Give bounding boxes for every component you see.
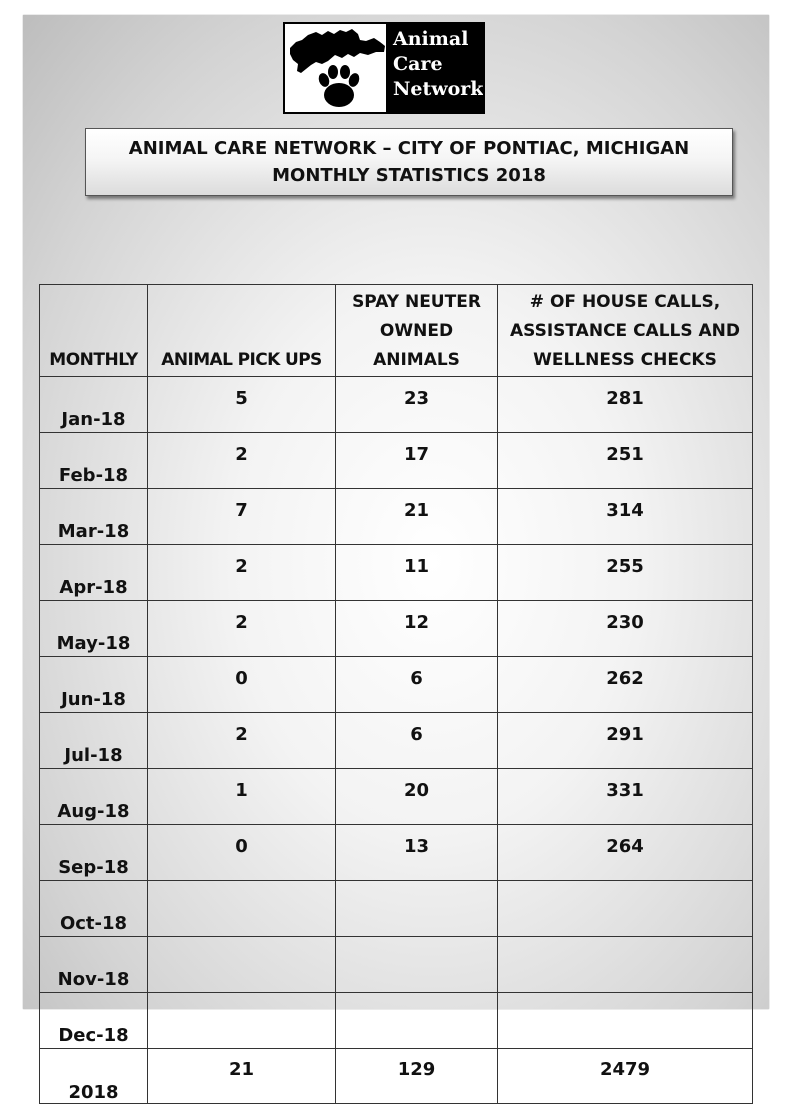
table-row: Jul-18 2 6 291 (39, 712, 753, 769)
cell-month: May-18 (39, 600, 148, 657)
cell-spay-neuter: 20 (335, 768, 498, 825)
cell-total-label: 2018 (39, 1048, 148, 1104)
cell-animal-pick-ups: 2 (147, 544, 336, 601)
table-row: Sep-18 0 13 264 (39, 824, 753, 881)
cell-animal-pick-ups (147, 880, 336, 937)
cell-house-calls (497, 880, 753, 937)
cell-house-calls (497, 992, 753, 1049)
table-row: Nov-18 (39, 936, 753, 993)
table-row: Oct-18 (39, 880, 753, 937)
cell-spay-neuter: 21 (335, 488, 498, 545)
logo-line-3: Network (393, 78, 484, 100)
cell-month: Dec-18 (39, 992, 148, 1049)
header-spay-neuter-line-1: SPAY NEUTER (352, 292, 481, 312)
cell-house-calls: 251 (497, 432, 753, 489)
cell-spay-neuter (335, 992, 498, 1049)
cell-house-calls (497, 936, 753, 993)
cell-house-calls: 291 (497, 712, 753, 769)
cell-month: Feb-18 (39, 432, 148, 489)
cell-house-calls: 264 (497, 824, 753, 881)
michigan-map-icon (290, 29, 385, 73)
cell-house-calls: 281 (497, 376, 753, 433)
cell-spay-neuter: 13 (335, 824, 498, 881)
animal-care-network-logo: Animal Care Network (283, 22, 485, 114)
cell-animal-pick-ups: 2 (147, 712, 336, 769)
cell-month: Jul-18 (39, 712, 148, 769)
header-house-calls-line-1: # OF HOUSE CALLS, (529, 292, 721, 312)
table-row: Mar-18 7 21 314 (39, 488, 753, 545)
logo-line-2: Care (393, 53, 443, 75)
cell-spay-neuter: 23 (335, 376, 498, 433)
cell-animal-pick-ups: 0 (147, 656, 336, 713)
cell-house-calls: 314 (497, 488, 753, 545)
cell-house-calls: 331 (497, 768, 753, 825)
table-row: Feb-18 2 17 251 (39, 432, 753, 489)
table-row: Dec-18 (39, 992, 753, 1049)
table-row: Aug-18 1 20 331 (39, 768, 753, 825)
cell-house-calls: 255 (497, 544, 753, 601)
cell-month: Nov-18 (39, 936, 148, 993)
cell-spay-neuter: 11 (335, 544, 498, 601)
cell-animal-pick-ups: 2 (147, 600, 336, 657)
header-spay-neuter: SPAY NEUTER OWNED ANIMALS (335, 284, 498, 377)
cell-month: Oct-18 (39, 880, 148, 937)
cell-month: Jan-18 (39, 376, 148, 433)
cell-total-spay-neuter: 129 (335, 1048, 498, 1104)
logo-line-1: Animal (393, 28, 469, 50)
paw-print-icon (318, 65, 360, 107)
cell-animal-pick-ups: 2 (147, 432, 336, 489)
cell-animal-pick-ups (147, 936, 336, 993)
table-row: May-18 2 12 230 (39, 600, 753, 657)
monthly-statistics-table: MONTHLY ANIMAL PICK UPS SPAY NEUTER OWNE… (39, 284, 753, 1104)
cell-month: Aug-18 (39, 768, 148, 825)
cell-animal-pick-ups (147, 992, 336, 1049)
table-body: Jan-18 5 23 281 Feb-18 2 17 251 Mar-18 7 21 314 Apr-… (39, 376, 753, 1104)
cell-animal-pick-ups: 1 (147, 768, 336, 825)
cell-spay-neuter: 17 (335, 432, 498, 489)
cell-total-animal-pick-ups: 21 (147, 1048, 336, 1104)
document-title: ANIMAL CARE NETWORK – CITY OF PONTIAC, M… (85, 128, 733, 196)
table-header-row: MONTHLY ANIMAL PICK UPS SPAY NEUTER OWNE… (39, 284, 753, 377)
header-animal-pick-ups: ANIMAL PICK UPS (147, 284, 336, 377)
cell-house-calls: 262 (497, 656, 753, 713)
header-spay-neuter-line-3: ANIMALS (373, 350, 460, 370)
cell-total-house-calls: 2479 (497, 1048, 753, 1104)
cell-spay-neuter: 12 (335, 600, 498, 657)
cell-animal-pick-ups: 5 (147, 376, 336, 433)
cell-month: Sep-18 (39, 824, 148, 881)
cell-month: Jun-18 (39, 656, 148, 713)
cell-month: Mar-18 (39, 488, 148, 545)
cell-spay-neuter (335, 880, 498, 937)
header-house-calls: # OF HOUSE CALLS, ASSISTANCE CALLS AND W… (497, 284, 753, 377)
cell-month: Apr-18 (39, 544, 148, 601)
table-row: Jan-18 5 23 281 (39, 376, 753, 433)
header-house-calls-line-2: ASSISTANCE CALLS AND (509, 321, 741, 341)
title-line-2: MONTHLY STATISTICS 2018 (272, 165, 546, 186)
cell-house-calls: 230 (497, 600, 753, 657)
title-line-1: ANIMAL CARE NETWORK – CITY OF PONTIAC, M… (128, 138, 690, 159)
header-spay-neuter-line-2: OWNED (379, 321, 454, 341)
table-total-row: 2018 21 129 2479 (39, 1048, 753, 1104)
logo-text: Animal Care Network (393, 27, 483, 102)
header-house-calls-line-3: WELLNESS CHECKS (533, 350, 717, 370)
table-row: Jun-18 0 6 262 (39, 656, 753, 713)
cell-animal-pick-ups: 0 (147, 824, 336, 881)
cell-spay-neuter (335, 936, 498, 993)
cell-animal-pick-ups: 7 (147, 488, 336, 545)
header-monthly: MONTHLY (39, 284, 148, 377)
cell-spay-neuter: 6 (335, 656, 498, 713)
table-row: Apr-18 2 11 255 (39, 544, 753, 601)
cell-spay-neuter: 6 (335, 712, 498, 769)
